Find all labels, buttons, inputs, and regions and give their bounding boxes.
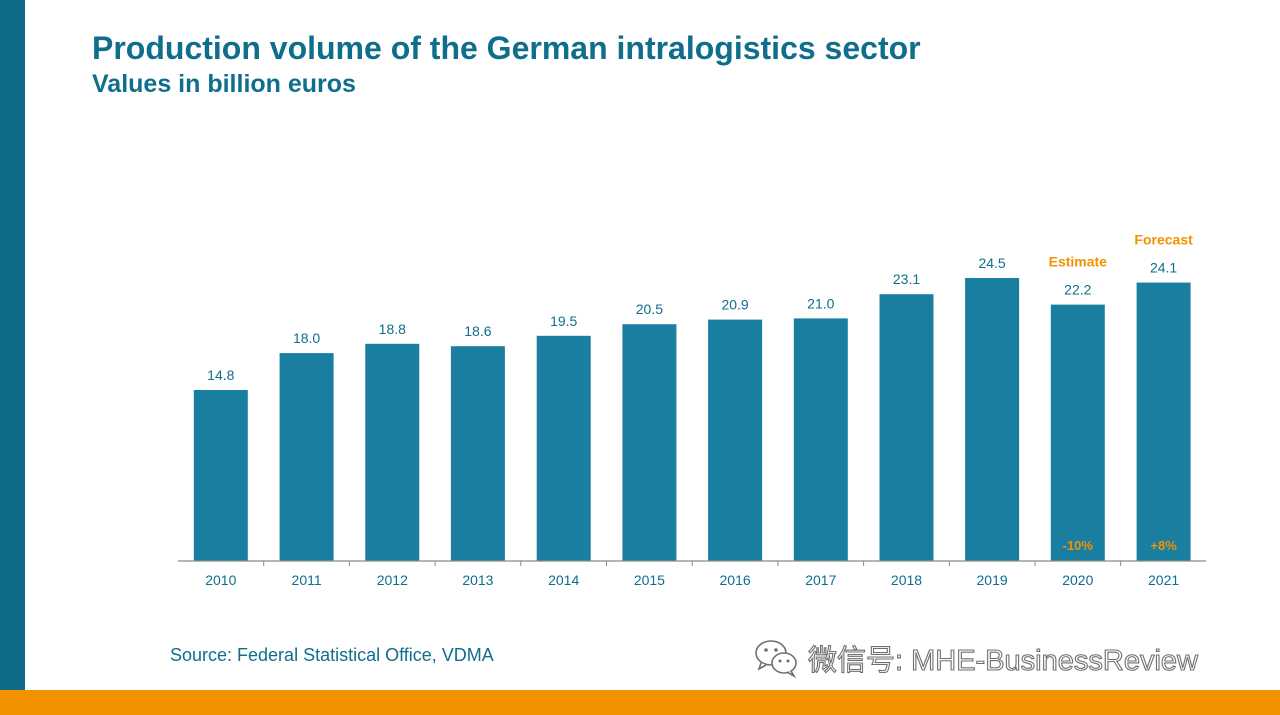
x-tick-label: 2016 bbox=[720, 572, 751, 588]
x-tick-label: 2010 bbox=[205, 572, 236, 588]
x-tick-label: 2020 bbox=[1062, 572, 1093, 588]
bar bbox=[450, 346, 505, 561]
x-tick-label: 2018 bbox=[891, 572, 922, 588]
data-label: 18.6 bbox=[464, 323, 491, 339]
data-label: 21.0 bbox=[807, 295, 834, 311]
x-tick-label: 2013 bbox=[462, 572, 493, 588]
bar bbox=[879, 294, 934, 561]
bar bbox=[793, 318, 848, 561]
annotation-label: Estimate bbox=[1049, 254, 1108, 270]
bar bbox=[965, 278, 1020, 561]
chart-subtitle: Values in billion euros bbox=[92, 70, 356, 98]
data-label: 14.8 bbox=[207, 367, 234, 383]
watermark: 微信号: MHE-BusinessReview bbox=[752, 636, 1199, 680]
bar bbox=[365, 343, 420, 561]
data-label: 18.0 bbox=[293, 330, 320, 346]
chart-title: Production volume of the German intralog… bbox=[92, 30, 921, 66]
data-label: 20.5 bbox=[636, 301, 663, 317]
x-tick-label: 2014 bbox=[548, 572, 579, 588]
source-note: Source: Federal Statistical Office, VDMA bbox=[170, 645, 494, 665]
x-tick-label: 2021 bbox=[1148, 572, 1179, 588]
data-label: 24.5 bbox=[978, 255, 1005, 271]
x-tick-label: 2015 bbox=[634, 572, 665, 588]
bar bbox=[622, 324, 677, 561]
x-tick-label: 2011 bbox=[292, 572, 322, 588]
bar bbox=[193, 390, 248, 561]
bar bbox=[1050, 304, 1105, 561]
x-tick-label: 2019 bbox=[977, 572, 1008, 588]
watermark-text: 微信号: MHE-BusinessReview bbox=[807, 644, 1198, 677]
left-accent-band bbox=[0, 0, 25, 690]
data-label: 24.1 bbox=[1150, 260, 1177, 276]
data-label: 23.1 bbox=[893, 271, 920, 287]
bar bbox=[279, 353, 334, 561]
change-percent-label: -10% bbox=[1063, 538, 1094, 553]
annotation-label: Forecast bbox=[1134, 232, 1193, 248]
data-label: 19.5 bbox=[550, 313, 577, 329]
data-label: 20.9 bbox=[721, 297, 748, 313]
bottom-accent-band bbox=[0, 690, 1280, 715]
change-percent-label: +8% bbox=[1150, 538, 1177, 553]
data-label: 18.8 bbox=[379, 321, 406, 337]
x-tick-label: 2012 bbox=[377, 572, 408, 588]
bar bbox=[1136, 282, 1191, 561]
bar-chart: 14.8 2010 18.0 2011 18.8 2012 18.6 2013 19.5 2014… bbox=[178, 232, 1206, 588]
data-label: 22.2 bbox=[1064, 282, 1091, 298]
wechat-icon bbox=[755, 640, 797, 679]
x-tick-label: 2017 bbox=[805, 572, 836, 588]
bar bbox=[708, 319, 763, 561]
bar bbox=[536, 335, 591, 561]
